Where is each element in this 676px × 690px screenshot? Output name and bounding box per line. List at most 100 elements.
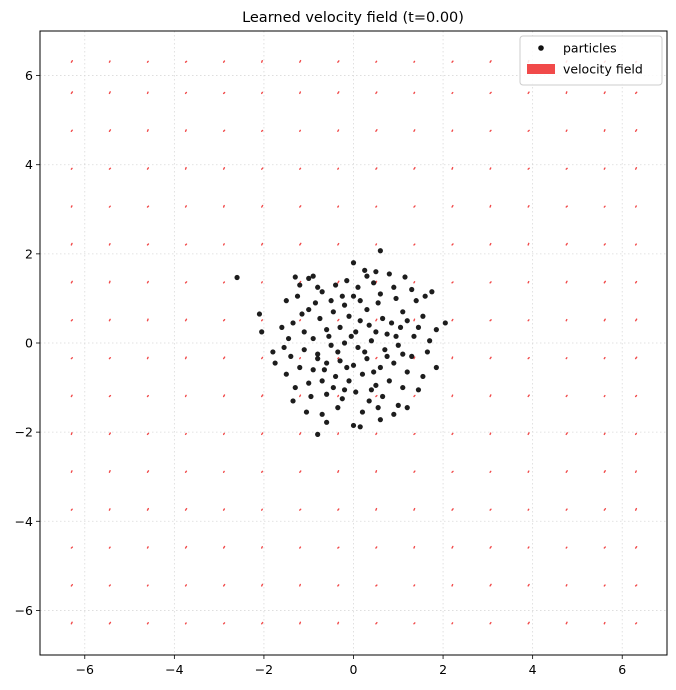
particle-point (292, 384, 298, 391)
velocity-arrow (222, 545, 226, 549)
chart-title: Learned velocity field (t=0.00) (242, 10, 464, 26)
particle-point (427, 338, 433, 344)
particle-point (400, 351, 406, 357)
velocity-arrow (634, 356, 638, 360)
velocity-arrow (70, 470, 73, 473)
velocity-arrow (375, 167, 378, 170)
particle-point (357, 298, 363, 304)
particle-point (373, 269, 379, 275)
velocity-arrow (489, 432, 492, 436)
y-tick-label: 2 (25, 246, 33, 261)
velocity-arrow (375, 584, 378, 587)
particle-point (308, 393, 314, 400)
velocity-arrow (299, 205, 302, 208)
velocity-arrow (634, 91, 638, 95)
velocity-arrow (451, 204, 454, 208)
velocity-arrow (527, 242, 530, 246)
particle-point (341, 340, 348, 346)
particle-point (393, 333, 399, 339)
velocity-arrow (375, 470, 378, 473)
velocity-arrow (260, 508, 263, 511)
legend-label-particles: particles (563, 41, 617, 56)
velocity-arrow (375, 318, 378, 322)
particle-point (299, 311, 305, 317)
velocity-arrow (413, 356, 416, 360)
velocity-arrow (489, 281, 492, 284)
velocity-arrow (299, 59, 302, 63)
x-tick-label: −4 (165, 662, 183, 677)
velocity-arrow (451, 545, 454, 549)
particle-point (388, 320, 395, 326)
velocity-arrow (70, 357, 74, 360)
velocity-arrow (146, 205, 150, 208)
velocity-arrow (634, 205, 637, 208)
velocity-arrow (260, 281, 263, 284)
velocity-arrow (451, 60, 454, 63)
velocity-arrow (375, 60, 378, 63)
velocity-arrow (489, 319, 492, 322)
velocity-arrow (413, 60, 416, 63)
velocity-arrow (70, 242, 73, 246)
velocity-arrow (489, 545, 492, 549)
particle-point (344, 278, 350, 284)
velocity-arrow (527, 129, 530, 132)
velocity-arrow (413, 318, 416, 322)
velocity-arrow (260, 546, 263, 549)
velocity-arrow (375, 546, 378, 549)
y-tick-label: 6 (25, 68, 33, 83)
velocity-arrow (146, 394, 149, 398)
velocity-arrow (565, 242, 568, 246)
velocity-arrow (146, 470, 150, 473)
particle-point (310, 367, 316, 373)
velocity-arrow (222, 394, 226, 398)
particle-point (324, 419, 330, 425)
velocity-arrow (70, 546, 74, 549)
particle-point (310, 335, 316, 342)
velocity-arrow (184, 60, 188, 63)
particle-point (330, 309, 336, 315)
velocity-arrow (634, 622, 638, 625)
velocity-arrow (146, 622, 149, 625)
particle-point (281, 344, 287, 351)
velocity-arrow (70, 508, 73, 511)
particle-point (384, 353, 390, 359)
velocity-arrow (565, 318, 568, 322)
particle-point (355, 284, 361, 290)
velocity-arrow (299, 621, 302, 625)
velocity-arrow (565, 621, 568, 625)
velocity-arrow (634, 584, 638, 587)
velocity-arrow (413, 432, 416, 436)
velocity-arrow (413, 243, 416, 246)
particle-point (283, 371, 289, 377)
particle-point (366, 322, 372, 328)
velocity-arrow (489, 356, 492, 360)
particle-point (375, 405, 381, 411)
velocity-arrow (299, 470, 302, 473)
velocity-arrow (260, 91, 264, 95)
velocity-arrow (108, 394, 112, 398)
particle-point (344, 364, 350, 371)
particle-point (339, 293, 345, 299)
particle-point (346, 378, 352, 384)
particle-point (420, 313, 426, 319)
velocity-arrow (565, 432, 568, 436)
velocity-arrow (337, 91, 340, 95)
velocity-arrow (603, 91, 606, 95)
particle-point (368, 338, 375, 344)
particle-point (400, 309, 406, 315)
velocity-arrow (146, 167, 150, 170)
velocity-arrow (489, 242, 492, 246)
velocity-arrow (337, 621, 340, 625)
x-tick-label: −2 (255, 662, 273, 677)
legend-box (519, 35, 663, 86)
particle-point (328, 298, 334, 304)
particle-point (353, 389, 359, 395)
velocity-arrow (603, 129, 606, 132)
velocity-arrow (70, 394, 73, 398)
particle-point (312, 300, 319, 306)
velocity-arrow (108, 242, 111, 246)
velocity-arrow (565, 584, 568, 587)
velocity-arrow (451, 394, 454, 398)
velocity-arrow (108, 621, 112, 625)
particle-point (355, 344, 361, 351)
